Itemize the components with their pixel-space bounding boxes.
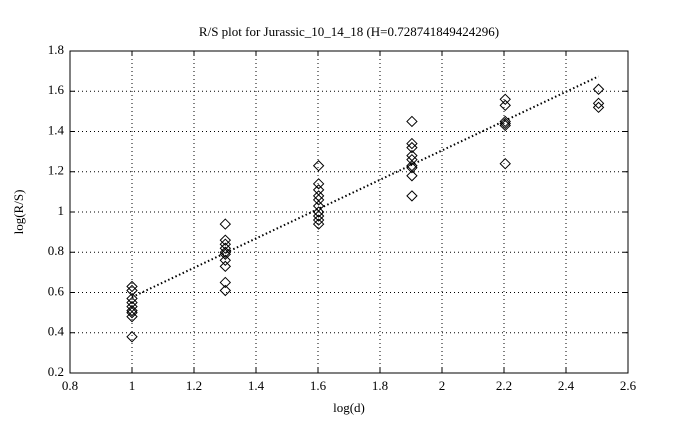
point <box>592 97 605 110</box>
x-tick-label: 2.2 <box>496 378 512 393</box>
x-axis-label: log(d) <box>333 400 365 415</box>
point <box>592 101 605 114</box>
x-tick-label: 2 <box>439 378 446 393</box>
point <box>126 304 138 317</box>
point <box>126 331 138 343</box>
point <box>406 162 418 174</box>
point <box>312 206 325 218</box>
point <box>219 234 232 246</box>
point <box>312 178 325 190</box>
point <box>312 160 325 172</box>
x-tick-label: 1.4 <box>248 378 265 393</box>
point <box>499 119 511 132</box>
point <box>126 306 138 319</box>
point <box>219 218 232 230</box>
x-tick-label: 0.8 <box>62 378 78 393</box>
y-axis-label: log(R/S) <box>11 190 26 235</box>
y-tick-label: 1.8 <box>48 42 64 57</box>
x-tick-label: 1.6 <box>310 378 327 393</box>
y-tick-label: 1 <box>58 203 65 218</box>
x-tick-label: 2.6 <box>620 378 637 393</box>
point <box>592 83 605 95</box>
point <box>406 170 418 182</box>
point <box>312 194 325 206</box>
point <box>219 276 232 289</box>
point <box>499 115 511 128</box>
point <box>406 190 418 202</box>
point <box>499 93 511 106</box>
x-tick-label: 1 <box>129 378 136 393</box>
point <box>406 153 418 166</box>
x-tick-label: 1.2 <box>186 378 202 393</box>
point <box>312 218 325 230</box>
x-tick-label: 2.4 <box>558 378 575 393</box>
y-tick-label: 0.4 <box>48 324 65 339</box>
y-tick-label: 1.4 <box>48 122 65 137</box>
point <box>219 260 232 273</box>
point <box>219 248 232 260</box>
point <box>312 214 325 226</box>
point <box>219 242 232 254</box>
point <box>126 284 138 297</box>
point <box>126 292 138 305</box>
y-tick-label: 1.6 <box>48 82 65 97</box>
y-tick-label: 1.2 <box>48 163 64 178</box>
y-tick-label: 0.8 <box>48 243 64 258</box>
chart-title: R/S plot for Jurassic_10_14_18 (H=0.7287… <box>199 24 499 39</box>
point <box>499 117 511 130</box>
point <box>219 254 232 267</box>
point <box>406 115 418 128</box>
point <box>406 137 418 150</box>
point <box>126 280 138 293</box>
point <box>219 246 232 258</box>
x-tick-label: 1.8 <box>372 378 388 393</box>
point <box>219 284 232 297</box>
point <box>126 310 138 323</box>
point <box>312 210 325 222</box>
plot-frame <box>69 50 629 374</box>
y-tick-label: 0.6 <box>48 283 65 298</box>
point <box>499 99 511 112</box>
point <box>406 141 418 154</box>
y-tick-label: 0.2 <box>48 364 64 379</box>
point <box>499 157 511 170</box>
